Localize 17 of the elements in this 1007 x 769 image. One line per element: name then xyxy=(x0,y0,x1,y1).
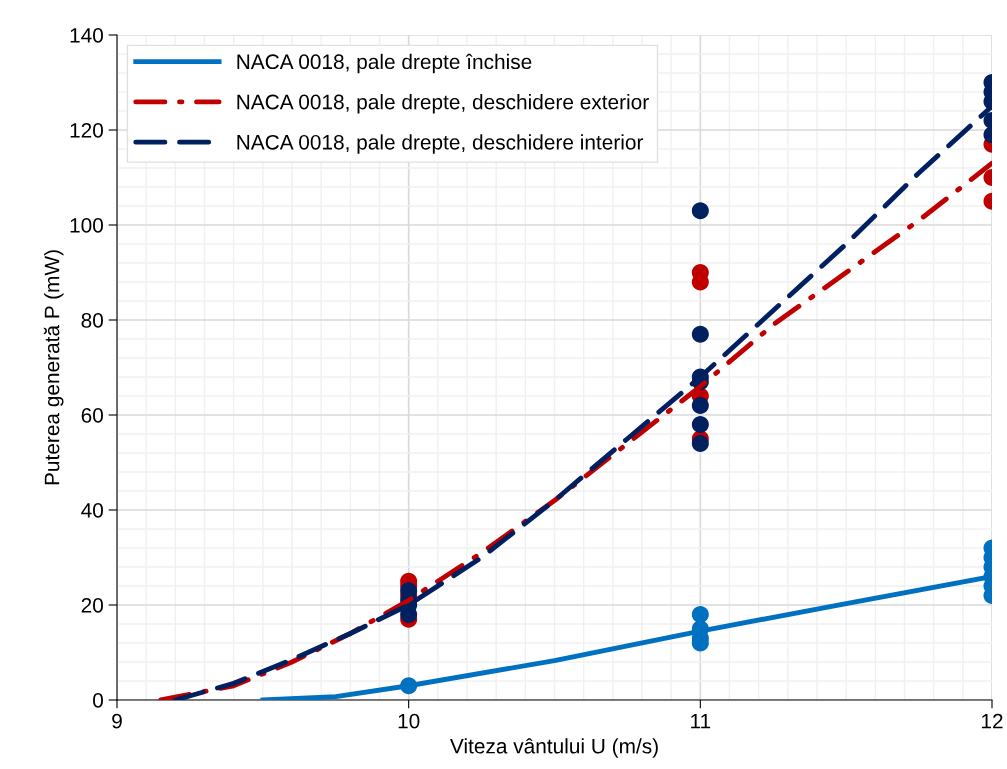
y-tick-label: 120 xyxy=(70,123,103,138)
y-tick-label: 80 xyxy=(81,313,103,328)
x-tick-label: 10 xyxy=(398,713,420,729)
y-tick-label: 100 xyxy=(70,218,103,233)
x-tick-label: 11 xyxy=(691,713,711,729)
legend-label: NACA 0018, pale drepte, deschidere exterior xyxy=(237,94,649,114)
x-axis-title: Viteza vântului U (m/s) xyxy=(450,738,658,758)
y-axis-title: Puterea generată P (mW) xyxy=(43,250,64,485)
y-tick-label: 60 xyxy=(81,408,103,423)
y-tick-label: 0 xyxy=(93,693,103,708)
legend-label: NACA 0018, pale drepte, deschidere interior xyxy=(237,134,644,154)
x-tick-label: 12 xyxy=(982,713,1003,729)
x-tick-label: 9 xyxy=(112,713,122,729)
legend-label: NACA 0018, pale drepte închise xyxy=(237,53,532,74)
y-tick-label: 140 xyxy=(70,28,103,43)
y-tick-label: 20 xyxy=(81,598,103,613)
y-tick-label: 40 xyxy=(81,503,103,518)
